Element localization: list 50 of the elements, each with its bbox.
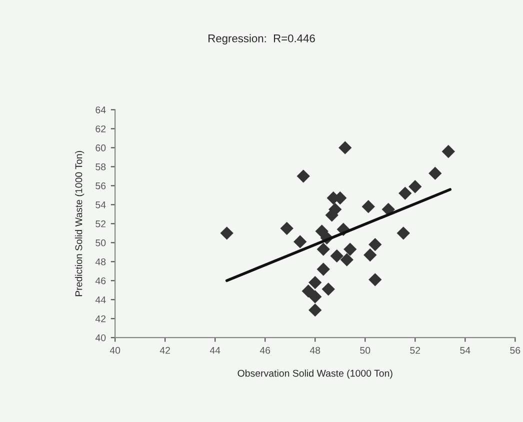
y-tick-label: 40 — [95, 334, 106, 342]
y-tick-label: 62 — [96, 125, 106, 132]
point — [364, 248, 377, 262]
y-tick-label: 50 — [96, 239, 106, 246]
y-tick-label: 48 — [95, 258, 106, 266]
x-tick-label: 50 — [360, 346, 370, 354]
x-tick-label: 48 — [310, 346, 320, 354]
y-tick-label: 54 — [96, 202, 106, 208]
point — [368, 273, 382, 286]
point — [316, 262, 330, 276]
point — [220, 226, 234, 240]
point — [398, 186, 412, 200]
point — [396, 226, 410, 240]
point — [325, 208, 338, 222]
point — [340, 253, 354, 266]
point — [322, 282, 335, 296]
y-tick-label: 42 — [95, 315, 106, 322]
point — [316, 242, 330, 256]
y-tick-label: 60 — [96, 144, 106, 152]
x-tick-label: 42 — [160, 346, 170, 354]
y-tick-label: 56 — [96, 182, 106, 190]
point — [308, 290, 322, 304]
y-tick-label: 52 — [96, 220, 106, 228]
x-tick-label: 46 — [260, 346, 270, 354]
point — [308, 303, 322, 317]
point — [344, 242, 357, 256]
x-axis-title: Observation Solid Waste (1000 Ton) — [238, 370, 392, 379]
point — [280, 222, 294, 235]
point — [330, 249, 344, 263]
x-tick-label: 52 — [410, 346, 420, 354]
point — [442, 144, 455, 158]
x-tick-label: 40 — [110, 346, 120, 354]
x-tick-label: 56 — [510, 346, 520, 354]
point — [408, 180, 422, 194]
chart-title: Regression: R=0.446 — [208, 34, 315, 45]
y-tick-label: 46 — [95, 277, 106, 284]
y-tick-label: 44 — [95, 296, 106, 304]
x-tick-label: 54 — [460, 346, 470, 354]
point — [296, 170, 310, 183]
y-axis-title: Prediction Solid Waste (1000 Ton) — [75, 151, 84, 296]
point — [294, 235, 307, 248]
point — [308, 276, 322, 290]
point — [338, 141, 352, 154]
y-tick-label: 58 — [96, 163, 106, 170]
point — [368, 238, 382, 252]
point — [302, 284, 315, 298]
point — [362, 200, 375, 214]
point — [428, 166, 442, 180]
x-tick-label: 44 — [210, 346, 220, 354]
y-tick-label: 64 — [96, 106, 106, 114]
